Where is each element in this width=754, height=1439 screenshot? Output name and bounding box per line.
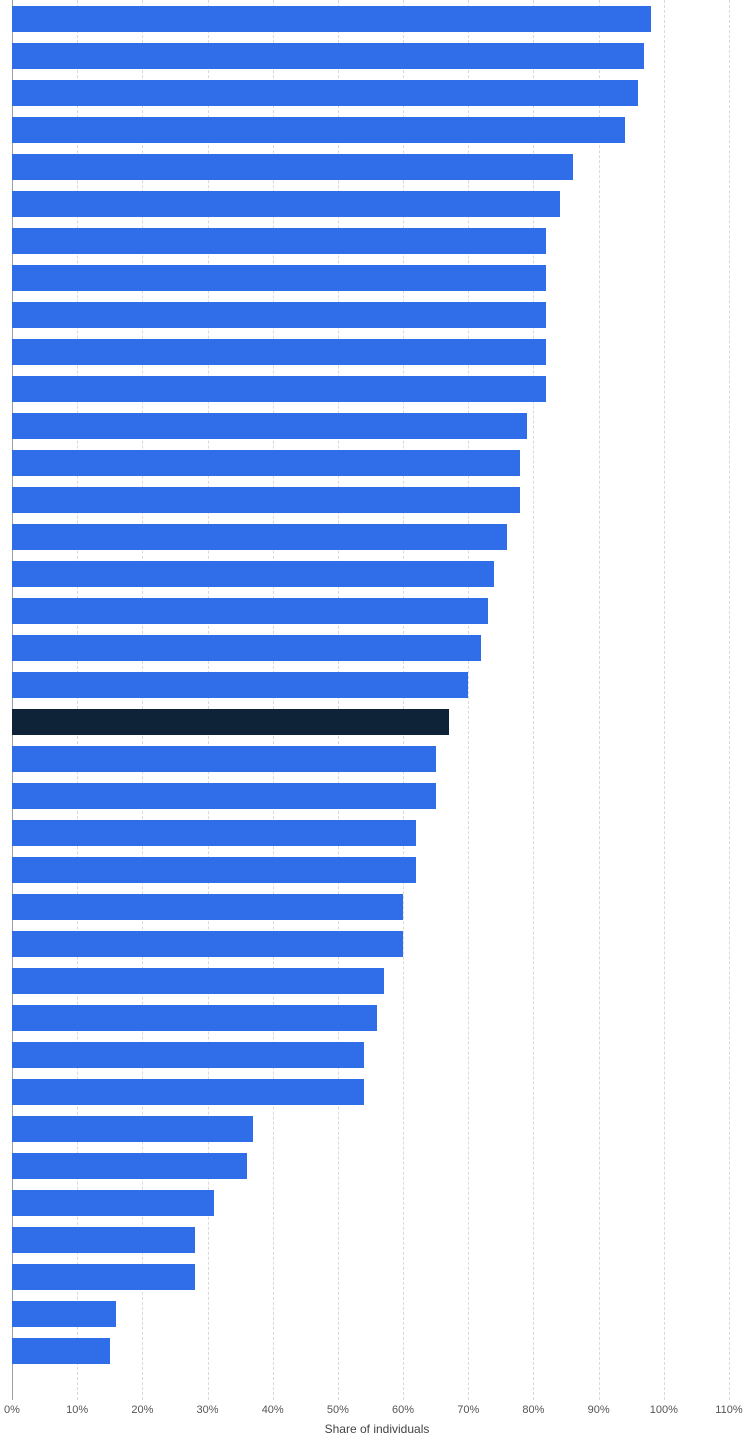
bar xyxy=(12,672,468,698)
bar xyxy=(12,1042,364,1068)
bar xyxy=(12,783,436,809)
bar xyxy=(12,450,520,476)
bar xyxy=(12,6,651,32)
x-tick-label: 50% xyxy=(327,1404,349,1416)
x-tick-label: 20% xyxy=(131,1404,153,1416)
x-tick-label: 30% xyxy=(197,1404,219,1416)
x-tick-label: 110% xyxy=(715,1404,742,1416)
bar xyxy=(12,820,416,846)
x-tick-label: 70% xyxy=(457,1404,479,1416)
bar xyxy=(12,1005,377,1031)
bar xyxy=(12,339,546,365)
x-tick-label: 90% xyxy=(588,1404,610,1416)
bar xyxy=(12,487,520,513)
bar xyxy=(12,931,403,957)
x-axis: 0%10%20%30%40%50%60%70%80%90%100%110% xyxy=(12,1400,742,1420)
bar xyxy=(12,1116,253,1142)
bar xyxy=(12,413,527,439)
bar xyxy=(12,968,384,994)
x-tick-label: 60% xyxy=(392,1404,414,1416)
plot-area xyxy=(12,0,742,1400)
gridline xyxy=(599,0,600,1400)
x-tick-label: 0% xyxy=(4,1404,20,1416)
bar xyxy=(12,1301,116,1327)
bar xyxy=(12,80,638,106)
bar xyxy=(12,1153,247,1179)
bar xyxy=(12,117,625,143)
bar xyxy=(12,561,494,587)
bar xyxy=(12,857,416,883)
bar xyxy=(12,524,507,550)
bar xyxy=(12,1338,110,1364)
x-axis-title: Share of individuals xyxy=(12,1422,742,1436)
bar xyxy=(12,191,560,217)
bar xyxy=(12,1264,195,1290)
x-tick-label: 10% xyxy=(66,1404,88,1416)
bar xyxy=(12,1227,195,1253)
bar xyxy=(12,598,488,624)
chart-container: 0% 10% 20% 30% 40% 50% 60% 70% 80% 90% 100% 110% Sh… xyxy=(0,0,754,1439)
bar xyxy=(12,228,546,254)
bar xyxy=(12,1190,214,1216)
x-tick-label: 100% xyxy=(650,1404,678,1416)
bar xyxy=(12,265,546,291)
bar xyxy=(12,1079,364,1105)
bar xyxy=(12,376,546,402)
bar xyxy=(12,635,481,661)
x-tick-label: 40% xyxy=(262,1404,284,1416)
bar xyxy=(12,154,573,180)
bar xyxy=(12,894,403,920)
bar xyxy=(12,746,436,772)
gridline xyxy=(729,0,730,1400)
bar xyxy=(12,302,546,328)
gridline xyxy=(664,0,665,1400)
x-tick-label: 80% xyxy=(522,1404,544,1416)
bar xyxy=(12,43,644,69)
bar xyxy=(12,709,449,735)
